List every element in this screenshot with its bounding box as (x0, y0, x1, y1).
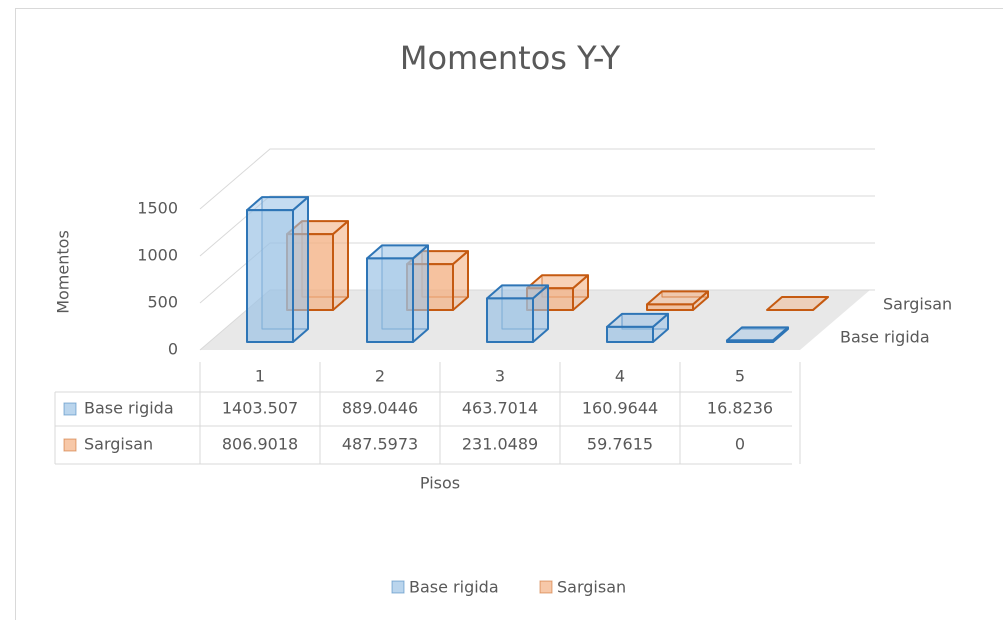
bar (246, 209, 294, 343)
x-axis-title: Pisos (420, 474, 460, 493)
table-row-label: Base rigida (84, 399, 174, 418)
x-tick-label: 2 (375, 367, 385, 386)
legend-label: Base rigida (409, 578, 499, 597)
table-cell: 463.7014 (462, 399, 538, 418)
x-tick-label: 1 (255, 367, 265, 386)
table-row-label: Sargisan (84, 435, 153, 454)
legend-key (539, 580, 553, 594)
bar (486, 297, 534, 344)
bar (726, 339, 774, 343)
y-tick-label: 1500 (137, 199, 178, 218)
bar-top (766, 296, 829, 311)
bar-side (292, 196, 309, 343)
legend-label: Sargisan (557, 578, 626, 597)
x-tick-label: 4 (615, 367, 625, 386)
grid-line (199, 195, 875, 257)
x-tick-label: 5 (735, 367, 745, 386)
bar (366, 257, 414, 343)
table-cell: 231.0489 (462, 435, 538, 454)
bar-side (412, 244, 429, 343)
x-tick-label: 3 (495, 367, 505, 386)
y-axis-title: Momentos (54, 230, 73, 314)
table-cell: 1403.507 (222, 399, 298, 418)
table-cell: 16.8236 (707, 399, 773, 418)
depth-label: Base rigida (840, 328, 930, 347)
table-cell: 0 (735, 435, 745, 454)
table-cell: 889.0446 (342, 399, 418, 418)
y-tick-label: 0 (168, 340, 178, 359)
table-cell: 806.9018 (222, 435, 298, 454)
bar (606, 325, 654, 344)
chart-title: Momentos Y-Y (400, 39, 621, 77)
table-cell: 59.7615 (587, 435, 653, 454)
table-cell: 160.9644 (582, 399, 658, 418)
grid-line (199, 148, 875, 210)
table-cell: 487.5973 (342, 435, 418, 454)
legend-key (391, 580, 405, 594)
y-tick-label: 1000 (137, 246, 178, 265)
y-tick-label: 500 (147, 293, 178, 312)
depth-label: Sargisan (883, 295, 952, 314)
table-legend-key (63, 438, 77, 452)
bar-side (332, 220, 349, 311)
table-legend-key (63, 402, 77, 416)
bar (286, 233, 334, 311)
bar (646, 303, 694, 311)
